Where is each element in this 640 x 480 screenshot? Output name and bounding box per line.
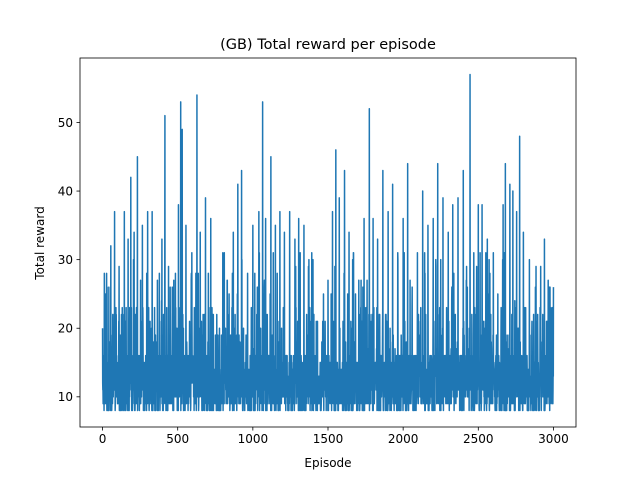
series-layer <box>101 73 555 412</box>
y-tick-label: 40 <box>58 184 73 198</box>
chart-title: (GB) Total reward per episode <box>220 37 436 53</box>
x-tick-label: 1500 <box>313 432 344 446</box>
x-axis-label: Episode <box>304 456 351 470</box>
y-tick-label: 10 <box>58 390 73 404</box>
y-axis-label: Total reward <box>33 206 47 280</box>
x-tick-label: 0 <box>99 432 107 446</box>
x-tick-label: 1000 <box>238 432 269 446</box>
x-tick-label: 2500 <box>463 432 494 446</box>
y-tick-label: 30 <box>58 253 73 267</box>
x-tick-label: 3000 <box>538 432 569 446</box>
y-tick-label: 50 <box>58 116 73 130</box>
reward-series-line <box>101 73 555 412</box>
x-tick-label: 500 <box>166 432 189 446</box>
axes-layer: 0 500 1000 1500 2000 2500 3000 10 20 30 40 50 <box>58 57 577 446</box>
y-tick-label: 20 <box>58 322 73 336</box>
x-tick-label: 2000 <box>388 432 419 446</box>
